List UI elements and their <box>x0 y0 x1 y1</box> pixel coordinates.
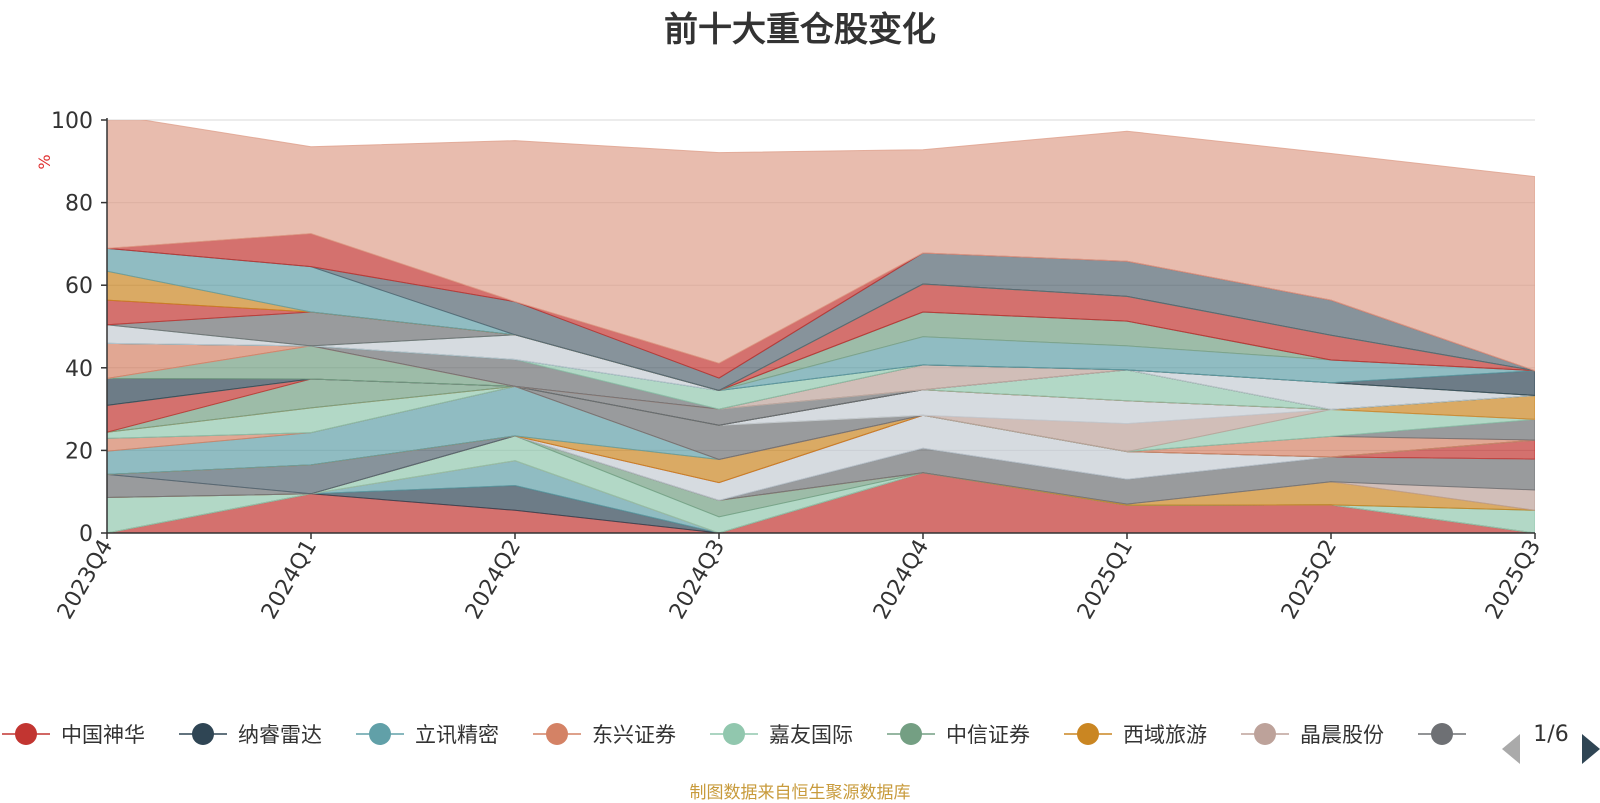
x-tick-label: 2023Q4 <box>53 536 118 624</box>
legend-marker-icon <box>900 723 922 745</box>
legend-item[interactable]: 纳睿雷达 <box>179 723 322 747</box>
legend-item[interactable]: 西域旅游 <box>1064 723 1207 747</box>
y-tick-label: 20 <box>65 439 93 464</box>
legend-marker-icon <box>15 723 37 745</box>
legend-mask <box>1480 712 1600 756</box>
legend-label: 中信证券 <box>946 723 1030 747</box>
legend-label: 东兴证券 <box>592 723 676 747</box>
x-tick-label: 2024Q2 <box>461 536 526 624</box>
legend-next-icon[interactable] <box>1582 734 1600 764</box>
legend-marker-icon <box>1254 723 1276 745</box>
legend-item[interactable] <box>1418 723 1466 745</box>
legend-item[interactable]: 中国神华 <box>2 723 145 747</box>
y-axis-label: % <box>35 154 54 169</box>
legend-label: 西域旅游 <box>1123 723 1207 747</box>
legend-label: 嘉友国际 <box>769 723 853 747</box>
legend-marker-icon <box>723 723 745 745</box>
legend-label: 纳睿雷达 <box>238 723 322 747</box>
x-tick-label: 2024Q4 <box>869 536 934 624</box>
area-series <box>106 120 1535 534</box>
legend[interactable]: 中国神华 纳睿雷达 立讯精密 东兴证券 嘉友国际 中信证券 西域旅游 晶晨股份 <box>2 712 1600 756</box>
x-tick-label: 2025Q1 <box>1073 536 1138 624</box>
legend-item[interactable]: 中信证券 <box>887 723 1030 747</box>
x-tick-label: 2025Q3 <box>1481 536 1546 624</box>
legend-marker-icon <box>369 723 391 745</box>
x-tick-label: 2024Q3 <box>665 536 730 624</box>
x-tick-label: 2024Q1 <box>257 536 322 624</box>
legend-label: 晶晨股份 <box>1300 723 1384 747</box>
y-tick-label: 40 <box>65 357 93 382</box>
x-tick-label: 2025Q2 <box>1277 536 1342 624</box>
legend-label: 中国神华 <box>61 723 145 747</box>
source-note: 制图数据来自恒生聚源数据库 <box>689 783 911 803</box>
legend-pager: 1/6 <box>1502 722 1600 764</box>
y-tick-label: 100 <box>51 109 93 134</box>
y-tick-label: 0 <box>79 522 93 547</box>
area-series-42 <box>106 120 1535 372</box>
legend-item[interactable]: 立讯精密 <box>356 723 499 747</box>
legend-marker-icon <box>1431 723 1453 745</box>
legend-item[interactable]: 晶晨股份 <box>1241 723 1384 747</box>
legend-marker-icon <box>1077 723 1099 745</box>
legend-prev-icon[interactable] <box>1502 734 1520 764</box>
legend-marker-icon <box>192 723 214 745</box>
y-tick-label: 60 <box>65 274 93 299</box>
y-tick-label: 80 <box>65 192 93 217</box>
legend-marker-icon <box>546 723 568 745</box>
chart-title: 前十大重仓股变化 <box>664 10 936 50</box>
legend-item[interactable]: 嘉友国际 <box>710 723 853 747</box>
legend-page-indicator: 1/6 <box>1533 722 1568 747</box>
legend-item[interactable]: 东兴证券 <box>533 723 676 747</box>
legend-label: 立讯精密 <box>415 723 499 747</box>
